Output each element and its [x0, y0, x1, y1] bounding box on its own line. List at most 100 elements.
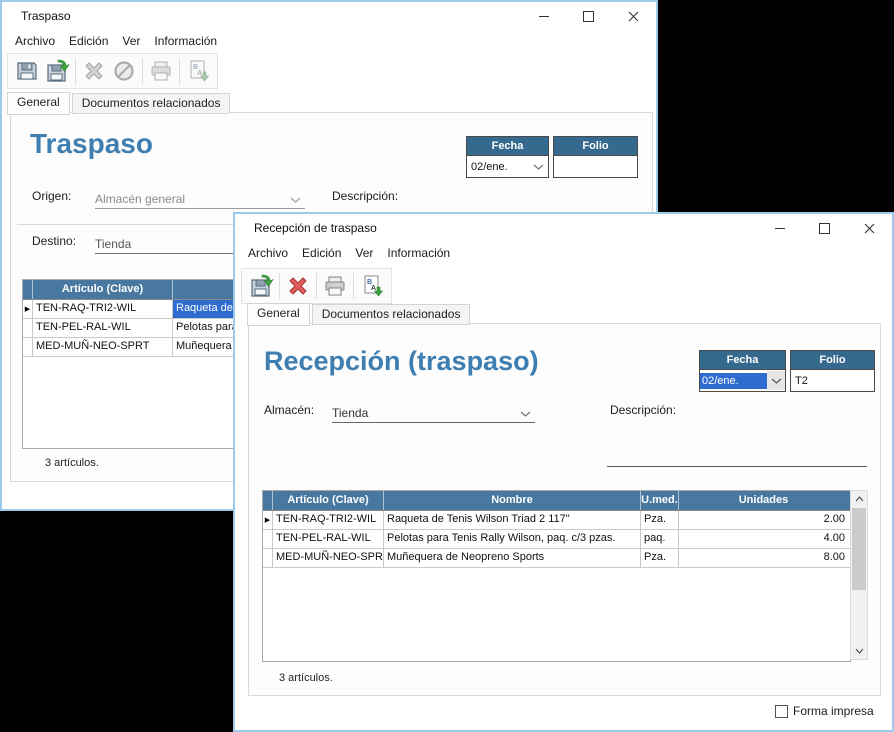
menu-ver[interactable]: Ver: [122, 34, 141, 48]
menu-ver[interactable]: Ver: [355, 246, 374, 260]
print-icon: [325, 276, 345, 296]
toolbar-separator: [75, 58, 76, 84]
origen-label: Origen:: [32, 189, 72, 203]
cell-unidades[interactable]: 8.00: [823, 551, 845, 563]
folio-input[interactable]: [554, 156, 637, 177]
descripcion-input[interactable]: [607, 466, 867, 467]
minimize-icon: [774, 227, 785, 229]
close-button[interactable]: [847, 214, 892, 242]
toolbar-separator: [179, 58, 180, 84]
print-button-disabled[interactable]: [146, 57, 176, 85]
traspaso-titlebar[interactable]: Traspaso: [2, 2, 656, 30]
fecha-combobox[interactable]: 02/ene.: [700, 370, 785, 391]
cell-umed[interactable]: Pza.: [641, 511, 679, 529]
row-arrow-icon: ▶: [24, 306, 31, 313]
cell-clave[interactable]: MED-MUÑ-NEO-SPRT: [273, 549, 384, 567]
chevron-down-icon: [520, 406, 531, 420]
close-icon: [628, 11, 639, 21]
cell-clave[interactable]: TEN-RAQ-TRI2-WIL: [33, 300, 173, 318]
grid-scrollbar[interactable]: [850, 490, 868, 660]
col-nombre-header: Nombre: [384, 491, 641, 510]
menu-informacion[interactable]: Información: [387, 246, 451, 260]
cell-unidades[interactable]: 4.00: [823, 532, 845, 544]
row-indicator: ▶: [263, 511, 273, 529]
recepcion-titlebar[interactable]: Recepción de traspaso: [235, 214, 892, 242]
menu-archivo[interactable]: Archivo: [15, 34, 56, 48]
fecha-value: 02/ene.: [471, 160, 508, 173]
origen-combobox[interactable]: Almacén general: [95, 187, 305, 209]
export-button-disabled[interactable]: B A: [183, 57, 213, 85]
scroll-up-button[interactable]: [851, 491, 867, 507]
delete-button[interactable]: [283, 272, 313, 300]
minimize-button[interactable]: [521, 2, 566, 30]
scrollbar-thumb[interactable]: [852, 508, 866, 590]
window-title: Traspaso: [21, 9, 71, 23]
toolbar: B A: [7, 53, 218, 89]
tab-documentos-relacionados[interactable]: Documentos relacionados: [71, 93, 231, 114]
row-indicator: [23, 319, 33, 337]
cell-nombre[interactable]: Pelotas para Tenis Rally Wilson, paq. c/…: [384, 530, 641, 548]
almacen-combobox[interactable]: Tienda: [332, 401, 535, 423]
table-row[interactable]: TEN-PEL-RAL-WIL Pelotas para Tenis Rally…: [263, 530, 850, 549]
cell-clave[interactable]: MED-MUÑ-NEO-SPRT: [33, 338, 173, 356]
menubar: Archivo Edición Ver Información: [2, 30, 656, 52]
close-button[interactable]: [611, 2, 656, 30]
maximize-icon: [583, 10, 594, 22]
col-umed-header: U.med.: [641, 491, 679, 510]
selector-column-header: [263, 491, 273, 510]
maximize-button[interactable]: [802, 214, 847, 242]
fecha-header: Fecha: [700, 351, 785, 370]
menu-informacion[interactable]: Información: [154, 34, 218, 48]
articulos-grid: Artículo (Clave) Nombre U.med. Unidades …: [262, 490, 851, 662]
cell-clave[interactable]: TEN-PEL-RAL-WIL: [273, 530, 384, 548]
minimize-icon: [538, 15, 549, 17]
row-indicator: [263, 530, 273, 548]
forma-impresa-checkbox[interactable]: [775, 704, 788, 718]
close-icon: [864, 223, 875, 233]
cell-umed[interactable]: Pza.: [641, 549, 679, 567]
cell-nombre[interactable]: Muñequera de Neopreno Sports: [384, 549, 641, 567]
destino-combobox[interactable]: Tienda: [95, 232, 305, 254]
save-new-button[interactable]: [42, 57, 72, 85]
cancel-button-disabled[interactable]: [109, 57, 139, 85]
scroll-down-button[interactable]: [851, 643, 867, 659]
almacen-value: Tienda: [332, 406, 369, 420]
col-unidades-header: Unidades: [738, 494, 789, 506]
maximize-button[interactable]: [566, 2, 611, 30]
almacen-label: Almacén:: [264, 403, 315, 417]
chevron-down-icon[interactable]: [533, 161, 544, 173]
cell-umed[interactable]: paq.: [641, 530, 679, 548]
menu-archivo[interactable]: Archivo: [248, 246, 289, 260]
cell-clave[interactable]: TEN-PEL-RAL-WIL: [33, 319, 173, 337]
tab-documentos-relacionados[interactable]: Documentos relacionados: [311, 304, 471, 325]
menu-edicion[interactable]: Edición: [302, 246, 342, 260]
cell-clave[interactable]: TEN-RAQ-TRI2-WIL: [273, 511, 384, 529]
cell-unidades[interactable]: 2.00: [823, 513, 845, 525]
tab-general[interactable]: General: [7, 92, 70, 115]
row-arrow-icon: ▶: [264, 517, 271, 524]
fecha-field: Fecha 02/ene.: [466, 136, 549, 178]
save-button[interactable]: [12, 57, 42, 85]
destino-value: Tienda: [95, 237, 132, 251]
folio-header: Folio: [554, 137, 637, 156]
minimize-button[interactable]: [757, 214, 802, 242]
col-articulo-header: Artículo (Clave): [273, 491, 384, 510]
tab-general[interactable]: General: [247, 303, 310, 326]
save-new-icon: [250, 274, 274, 297]
cell-nombre[interactable]: Raqueta de Tenis Wilson Triad 2 117": [384, 511, 641, 529]
folio-header: Folio: [791, 351, 874, 370]
save-new-button[interactable]: [246, 272, 276, 300]
fecha-combobox[interactable]: 02/ene.: [467, 156, 548, 177]
delete-button-disabled[interactable]: [79, 57, 109, 85]
row-indicator: [263, 549, 273, 567]
table-row[interactable]: MED-MUÑ-NEO-SPRT Muñequera de Neopreno S…: [263, 549, 850, 568]
toolbar-separator: [279, 273, 280, 299]
export-icon-disabled: B A: [190, 60, 209, 81]
chevron-down-icon[interactable]: [767, 371, 785, 390]
export-button[interactable]: B A: [357, 272, 387, 300]
folio-input[interactable]: T2: [795, 374, 808, 387]
print-button[interactable]: [320, 272, 350, 300]
menu-edicion[interactable]: Edición: [69, 34, 109, 48]
recepcion-window: Recepción de traspaso Archivo Edición Ve…: [233, 212, 894, 732]
table-row[interactable]: ▶ TEN-RAQ-TRI2-WIL Raqueta de Tenis Wils…: [263, 511, 850, 530]
